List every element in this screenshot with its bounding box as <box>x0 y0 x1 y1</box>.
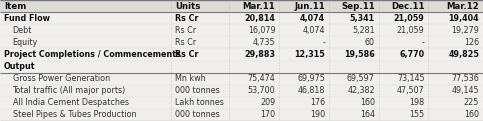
Text: Output: Output <box>4 62 35 71</box>
Text: 29,883: 29,883 <box>244 50 275 59</box>
Text: Total traffic (All major ports): Total traffic (All major ports) <box>13 86 126 95</box>
Text: 5,281: 5,281 <box>352 26 375 35</box>
Text: 75,474: 75,474 <box>248 74 275 83</box>
Text: 73,145: 73,145 <box>397 74 425 83</box>
Text: 21,059: 21,059 <box>397 26 425 35</box>
Text: 170: 170 <box>260 110 275 119</box>
Text: 12,315: 12,315 <box>294 50 325 59</box>
Text: Equity: Equity <box>13 38 38 47</box>
Text: -: - <box>322 38 325 47</box>
Text: Rs Cr: Rs Cr <box>175 14 199 23</box>
Text: 164: 164 <box>360 110 375 119</box>
Text: 160: 160 <box>360 98 375 107</box>
Text: Rs Cr: Rs Cr <box>175 26 197 35</box>
Text: 53,700: 53,700 <box>248 86 275 95</box>
Text: 225: 225 <box>464 98 479 107</box>
Text: 46,818: 46,818 <box>298 86 325 95</box>
Text: Lakh tonnes: Lakh tonnes <box>175 98 224 107</box>
Text: Mar.12: Mar.12 <box>446 2 479 11</box>
Text: 69,597: 69,597 <box>347 74 375 83</box>
Text: Steel Pipes & Tubes Production: Steel Pipes & Tubes Production <box>13 110 136 119</box>
Text: Gross Power Generation: Gross Power Generation <box>13 74 110 83</box>
Text: 60: 60 <box>365 38 375 47</box>
Text: Rs Cr: Rs Cr <box>175 50 199 59</box>
Text: 19,586: 19,586 <box>344 50 375 59</box>
Text: 16,079: 16,079 <box>248 26 275 35</box>
Text: 4,735: 4,735 <box>253 38 275 47</box>
Text: 000 tonnes: 000 tonnes <box>175 110 220 119</box>
Text: Mar.11: Mar.11 <box>242 2 275 11</box>
Text: Mn kwh: Mn kwh <box>175 74 206 83</box>
Text: 49,145: 49,145 <box>452 86 479 95</box>
Text: 20,814: 20,814 <box>244 14 275 23</box>
Text: -: - <box>422 38 425 47</box>
Text: 6,770: 6,770 <box>399 50 425 59</box>
Text: 77,536: 77,536 <box>452 74 479 83</box>
Text: 176: 176 <box>310 98 325 107</box>
Text: 42,382: 42,382 <box>347 86 375 95</box>
Text: Units: Units <box>175 2 201 11</box>
Text: 69,975: 69,975 <box>297 74 325 83</box>
Text: 209: 209 <box>260 98 275 107</box>
Text: Dec.11: Dec.11 <box>391 2 425 11</box>
Text: 190: 190 <box>310 110 325 119</box>
Text: 198: 198 <box>410 98 425 107</box>
Text: 126: 126 <box>464 38 479 47</box>
Text: 19,279: 19,279 <box>451 26 479 35</box>
Text: All India Cement Despatches: All India Cement Despatches <box>13 98 128 107</box>
Text: 000 tonnes: 000 tonnes <box>175 86 220 95</box>
Text: Fund Flow: Fund Flow <box>4 14 50 23</box>
Text: Sep.11: Sep.11 <box>341 2 375 11</box>
Text: Jun.11: Jun.11 <box>294 2 325 11</box>
Text: Rs Cr: Rs Cr <box>175 38 197 47</box>
Text: 19,404: 19,404 <box>449 14 479 23</box>
Text: 155: 155 <box>409 110 425 119</box>
Text: Item: Item <box>4 2 26 11</box>
Text: 160: 160 <box>464 110 479 119</box>
Text: Project Completions / Commencements: Project Completions / Commencements <box>4 50 181 59</box>
Text: 4,074: 4,074 <box>302 26 325 35</box>
Bar <box>0 0 483 12</box>
Text: Debt: Debt <box>13 26 32 35</box>
Text: 5,341: 5,341 <box>350 14 375 23</box>
Text: 4,074: 4,074 <box>300 14 325 23</box>
Text: 21,059: 21,059 <box>394 14 425 23</box>
Text: 47,507: 47,507 <box>397 86 425 95</box>
Text: 49,825: 49,825 <box>448 50 479 59</box>
